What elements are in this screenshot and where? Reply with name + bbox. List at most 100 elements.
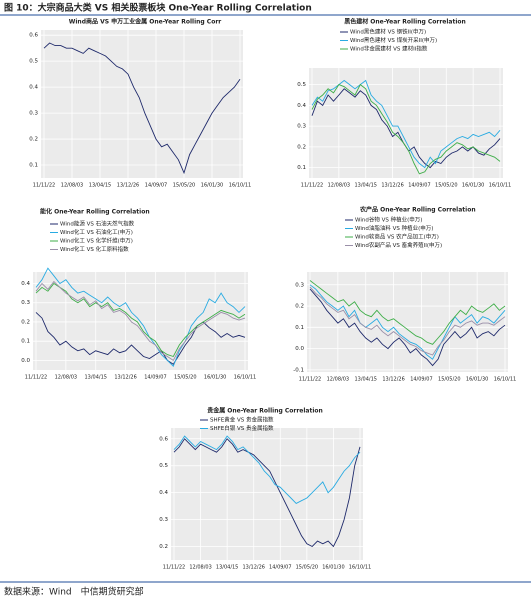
x-tick-label: 13/12/26 [114, 375, 136, 381]
legend-label: Wind能源 VS 石油天然气指数 [60, 220, 135, 228]
x-tick-label: 15/05/20 [174, 375, 196, 381]
legend-label: Wind化工 VS 化学纤维(申万) [60, 237, 133, 245]
x-tick-label: 16/01/30 [204, 375, 226, 381]
x-tick-label: 14/09/07 [145, 183, 167, 189]
chart-title: 贵金属 One-Year Rolling Correlation [207, 407, 323, 415]
series-line [309, 284, 506, 360]
x-tick-label: 11/11/22 [163, 565, 185, 571]
y-tick-label: 0.0 [295, 346, 304, 352]
x-tick-label: 15/05/20 [438, 377, 460, 383]
x-tick-label: 13/12/26 [381, 183, 403, 189]
x-tick-label: 11/11/22 [301, 183, 323, 189]
x-tick-label: 12/08/03 [61, 183, 83, 189]
y-tick-label: 0.4 [297, 103, 306, 109]
legend-label: SHFE白银 VS 贵金属指数 [210, 424, 274, 432]
x-tick-label: 11/11/22 [299, 377, 321, 383]
y-tick-label: 0.1 [297, 165, 306, 171]
plot-area [171, 428, 363, 560]
series-line [43, 42, 241, 175]
series-line [309, 286, 506, 356]
chart-title: 黑色建材 One-Year Rolling Correlation [344, 18, 466, 26]
series-line [35, 312, 246, 365]
series-line [309, 288, 506, 367]
x-tick-label: 16/01/30 [466, 377, 488, 383]
x-tick-label: 16/10/11 [494, 377, 516, 383]
y-tick-label: 0.3 [29, 111, 38, 117]
figure-title: 图 10：大宗商品大类 VS 相关股票板块 One-Year Rolling C… [4, 2, 312, 14]
series-line [35, 267, 246, 367]
series-line [35, 282, 246, 358]
y-tick-label: 0.2 [295, 304, 304, 310]
x-tick-label: 15/05/20 [435, 183, 457, 189]
x-tick-label: 15/05/20 [296, 565, 318, 571]
x-tick-label: 13/04/15 [84, 375, 106, 381]
series-line [173, 438, 361, 548]
x-tick-label: 13/12/26 [382, 377, 404, 383]
x-tick-label: 14/09/07 [408, 183, 430, 189]
y-tick-label: 0.3 [295, 282, 304, 288]
y-tick-label: 0.5 [29, 59, 38, 65]
x-tick-label: 11/11/22 [33, 183, 55, 189]
x-tick-label: 11/11/22 [25, 375, 47, 381]
legend-label: SHFE黄金 VS 贵金属指数 [210, 416, 274, 424]
series-line [173, 435, 361, 504]
x-tick-label: 14/09/07 [410, 377, 432, 383]
y-tick-label: 0.3 [21, 300, 30, 306]
x-tick-label: 13/04/15 [354, 377, 376, 383]
series-line [35, 280, 246, 362]
legend-label: Wind谷物 VS 种植业(申万) [355, 216, 422, 224]
y-tick-label: 0.2 [159, 544, 168, 550]
legend-label: Wind化工 VS 石油化工(申万) [60, 228, 133, 236]
legend-label: Wind化工 VS 化工原料指数 [60, 245, 129, 253]
legend-label: Wind油脂油料 VS 种植业(申万) [355, 224, 433, 232]
y-tick-label: 0.0 [21, 358, 30, 364]
x-tick-label: 13/12/26 [117, 183, 139, 189]
y-tick-label: 0.1 [295, 325, 304, 331]
x-tick-label: 16/01/30 [201, 183, 223, 189]
x-tick-label: 12/08/03 [328, 183, 350, 189]
x-tick-label: 16/01/30 [462, 183, 484, 189]
series-line [311, 79, 501, 169]
x-tick-label: 15/05/20 [173, 183, 195, 189]
y-tick-label: 0.2 [21, 319, 30, 325]
y-tick-label: 0.6 [29, 33, 38, 39]
y-tick-label: 0.5 [159, 463, 168, 469]
x-tick-label: 14/09/07 [144, 375, 166, 381]
x-tick-label: 13/04/15 [89, 183, 111, 189]
y-tick-label: 0.1 [29, 163, 38, 169]
series-line [311, 83, 501, 175]
x-tick-label: 16/10/11 [234, 375, 256, 381]
x-tick-label: 13/04/15 [354, 183, 376, 189]
x-tick-label: 16/10/11 [489, 183, 511, 189]
x-tick-label: 16/10/11 [229, 183, 251, 189]
legend-label: Wind黑色建材 VS 煤炭开采II(申万) [350, 36, 437, 44]
y-tick-label: 0.2 [297, 144, 306, 150]
legend-label: Wind农副产品 VS 畜禽养殖II(申万) [355, 241, 442, 249]
x-tick-label: 12/08/03 [55, 375, 77, 381]
x-tick-label: 13/12/26 [242, 565, 264, 571]
chart-title: 能化 One-Year Rolling Correlation [40, 208, 150, 216]
y-tick-label: 0.3 [297, 124, 306, 130]
y-tick-label: 0.3 [159, 517, 168, 523]
x-tick-label: 13/04/15 [216, 565, 238, 571]
y-tick-label: 0.4 [159, 490, 168, 496]
legend-label: Wind黑色建材 VS 钢铁II(申万) [350, 28, 426, 36]
y-tick-label: 0.1 [21, 339, 30, 345]
chart-title: 农产品 One-Year Rolling Correlation [359, 206, 476, 214]
source: 数据来源：Wind 中信期货研究部 [4, 586, 144, 598]
y-tick-label: 0.4 [29, 85, 38, 91]
y-tick-label: 0.4 [21, 281, 30, 287]
x-tick-label: 12/08/03 [189, 565, 211, 571]
y-tick-label: -0.1 [293, 367, 304, 373]
y-tick-label: 0.6 [159, 436, 168, 442]
series-line [309, 280, 506, 345]
x-tick-label: 16/01/30 [322, 565, 344, 571]
y-tick-label: 0.2 [29, 137, 38, 143]
legend-label: Wind软商品 VS 农产品加工(申万) [355, 233, 439, 241]
x-tick-label: 12/08/03 [327, 377, 349, 383]
y-tick-label: 0.5 [297, 82, 306, 88]
plot-area [33, 272, 248, 370]
plot-area [307, 272, 508, 372]
